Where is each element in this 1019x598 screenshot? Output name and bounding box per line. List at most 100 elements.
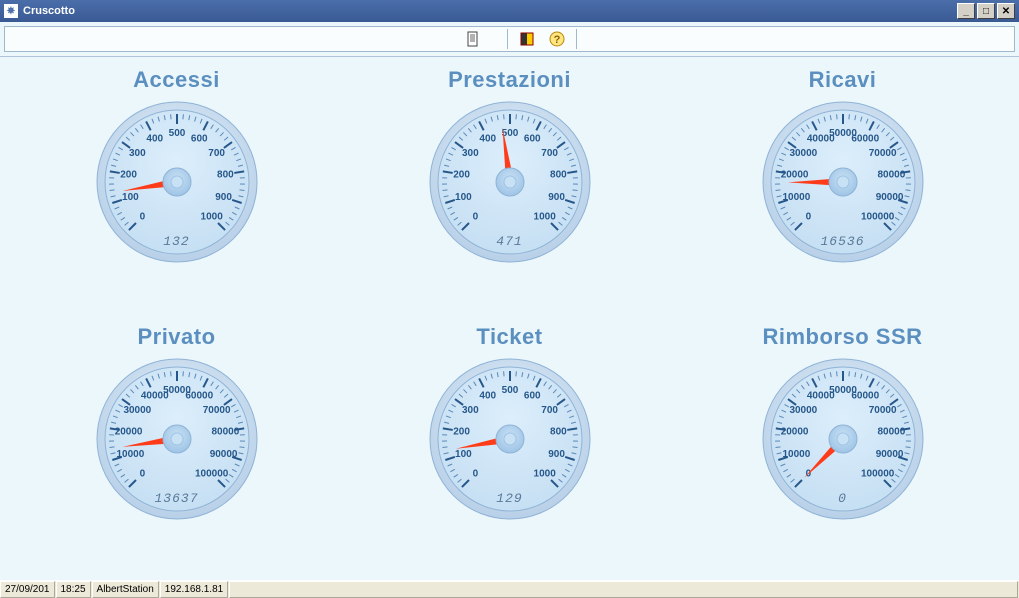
exit-icon: [519, 31, 535, 47]
svg-text:80000: 80000: [877, 426, 905, 437]
svg-text:900: 900: [548, 192, 565, 203]
gauge: 01002003004005006007008009001000471: [425, 97, 595, 267]
close-button[interactable]: ✕: [997, 3, 1015, 19]
svg-text:600: 600: [523, 390, 540, 401]
svg-text:0: 0: [805, 212, 811, 223]
document-button[interactable]: [443, 28, 503, 50]
svg-text:90000: 90000: [875, 192, 903, 203]
svg-text:200: 200: [453, 426, 470, 437]
svg-text:100: 100: [455, 192, 472, 203]
svg-text:400: 400: [479, 133, 496, 144]
svg-text:600: 600: [523, 133, 540, 144]
svg-text:700: 700: [541, 148, 558, 159]
statusbar: 27/09/201 18:25 AlbertStation 192.168.1.…: [0, 580, 1019, 598]
toolbar-container: ?: [0, 22, 1019, 57]
exit-button[interactable]: [512, 28, 542, 50]
svg-text:900: 900: [215, 192, 232, 203]
gauge-title: Rimborso SSR: [762, 324, 922, 350]
help-icon: ?: [549, 31, 565, 47]
toolbar-separator: [576, 29, 577, 49]
gauge-title: Prestazioni: [448, 67, 571, 93]
svg-text:10000: 10000: [116, 449, 144, 460]
svg-text:70000: 70000: [868, 405, 896, 416]
gauge-readout: 132: [92, 234, 262, 249]
svg-text:70000: 70000: [868, 148, 896, 159]
svg-text:90000: 90000: [875, 449, 903, 460]
svg-text:30000: 30000: [123, 405, 151, 416]
gauge-title: Privato: [137, 324, 215, 350]
svg-text:20000: 20000: [780, 169, 808, 180]
svg-text:700: 700: [208, 148, 225, 159]
gauge-cell: Prestazioni 0100200300400500600700800900…: [363, 67, 656, 314]
svg-text:600: 600: [190, 133, 207, 144]
svg-text:400: 400: [479, 390, 496, 401]
svg-text:1000: 1000: [200, 212, 223, 223]
svg-text:90000: 90000: [209, 449, 237, 460]
help-button[interactable]: ?: [542, 28, 572, 50]
svg-text:100000: 100000: [860, 468, 894, 479]
gauge-cell: Ricavi 010000200003000040000500006000070…: [696, 67, 989, 314]
svg-text:20000: 20000: [114, 426, 142, 437]
svg-text:80000: 80000: [211, 426, 239, 437]
svg-text:0: 0: [805, 468, 811, 479]
svg-text:60000: 60000: [185, 390, 213, 401]
svg-text:300: 300: [462, 405, 479, 416]
svg-text:100000: 100000: [194, 468, 228, 479]
svg-text:300: 300: [462, 148, 479, 159]
svg-text:800: 800: [217, 169, 234, 180]
svg-text:900: 900: [548, 449, 565, 460]
svg-text:1000: 1000: [533, 468, 556, 479]
svg-text:70000: 70000: [202, 405, 230, 416]
svg-text:800: 800: [550, 169, 567, 180]
gauge-cell: Privato 01000020000300004000050000600007…: [30, 324, 323, 571]
gauge-readout: 0: [758, 491, 928, 506]
svg-text:500: 500: [168, 128, 185, 139]
gauge-cell: Accessi 01002003004005006007008009001000…: [30, 67, 323, 314]
svg-text:20000: 20000: [780, 426, 808, 437]
gauge-readout: 129: [425, 491, 595, 506]
gauge-readout: 16536: [758, 234, 928, 249]
gauge: 0100002000030000400005000060000700008000…: [92, 354, 262, 524]
svg-text:0: 0: [139, 212, 145, 223]
svg-text:200: 200: [453, 169, 470, 180]
svg-text:10000: 10000: [782, 192, 810, 203]
gauge-cell: Ticket 010020030040050060070080090010001…: [363, 324, 656, 571]
window-title: Cruscotto: [23, 5, 957, 17]
svg-text:100000: 100000: [860, 212, 894, 223]
svg-text:60000: 60000: [851, 133, 879, 144]
status-time: 18:25: [56, 581, 91, 598]
gauge-grid: Accessi 01002003004005006007008009001000…: [0, 57, 1019, 580]
gauge: 01002003004005006007008009001000132: [92, 97, 262, 267]
status-ip: 192.168.1.81: [160, 581, 228, 598]
gauge: 01002003004005006007008009001000129: [425, 354, 595, 524]
svg-text:60000: 60000: [851, 390, 879, 401]
gauge-readout: 13637: [92, 491, 262, 506]
titlebar: ✵ Cruscotto _ □ ✕: [0, 0, 1019, 22]
svg-text:30000: 30000: [789, 148, 817, 159]
svg-text:500: 500: [501, 385, 518, 396]
svg-text:80000: 80000: [877, 169, 905, 180]
gauge: 0100002000030000400005000060000700008000…: [758, 354, 928, 524]
status-date: 27/09/201: [0, 581, 55, 598]
svg-text:0: 0: [472, 468, 478, 479]
svg-text:700: 700: [541, 405, 558, 416]
svg-text:100: 100: [122, 192, 139, 203]
gauge-readout: 471: [425, 234, 595, 249]
svg-text:400: 400: [146, 133, 163, 144]
svg-text:10000: 10000: [782, 449, 810, 460]
minimize-button[interactable]: _: [957, 3, 975, 19]
gauge-cell: Rimborso SSR 010000200003000040000500006…: [696, 324, 989, 571]
document-icon: [465, 31, 481, 47]
gauge: 0100002000030000400005000060000700008000…: [758, 97, 928, 267]
gauge-title: Ticket: [476, 324, 542, 350]
maximize-button[interactable]: □: [977, 3, 995, 19]
svg-text:?: ?: [553, 34, 560, 46]
gauge-title: Accessi: [133, 67, 220, 93]
status-host: AlbertStation: [92, 581, 159, 598]
toolbar-separator: [507, 29, 508, 49]
svg-text:0: 0: [139, 468, 145, 479]
svg-text:100: 100: [455, 449, 472, 460]
svg-text:0: 0: [472, 212, 478, 223]
svg-text:200: 200: [120, 169, 137, 180]
svg-text:30000: 30000: [789, 405, 817, 416]
